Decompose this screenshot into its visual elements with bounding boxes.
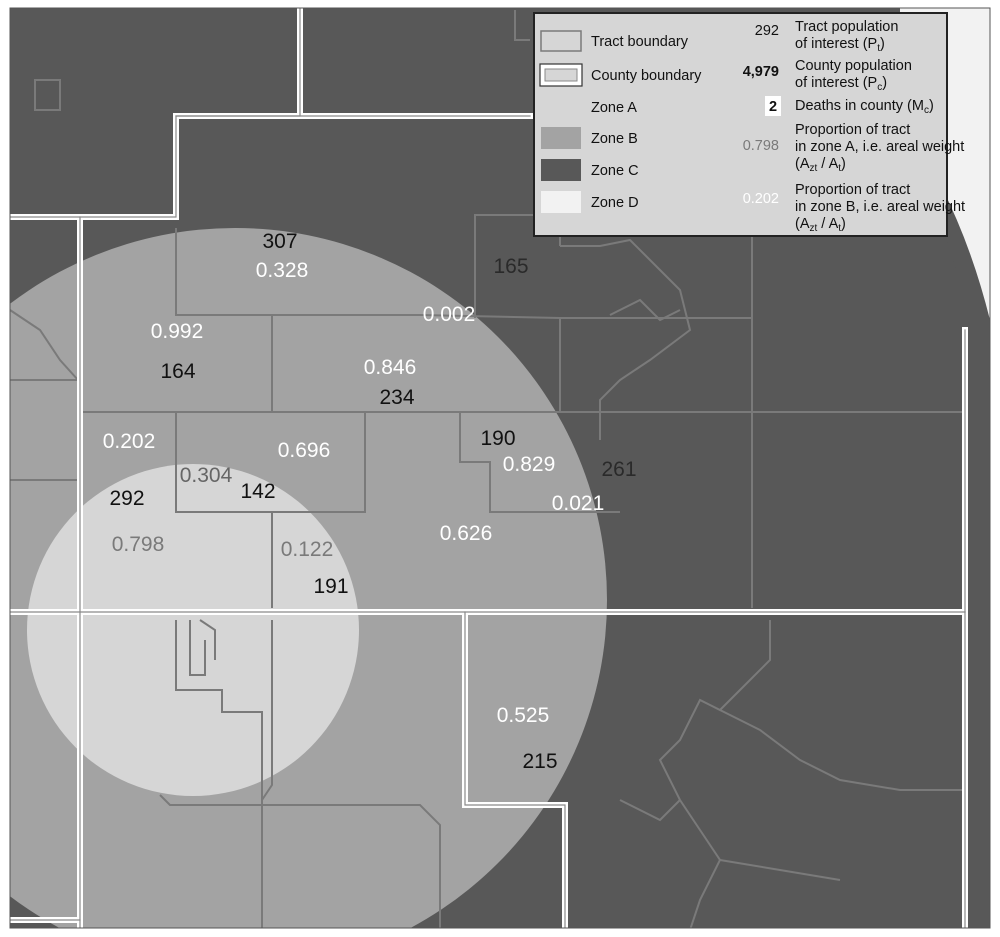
map-label: 0.525 bbox=[497, 704, 550, 727]
legend-value-prop-b: 0.202 bbox=[743, 191, 779, 207]
map-label: 0.626 bbox=[440, 522, 493, 545]
legend-label-prop-b-2: in zone B, i.e. areal weight bbox=[795, 199, 965, 215]
map-label: 0.122 bbox=[281, 538, 334, 561]
legend-label-zone-b: Zone B bbox=[591, 131, 638, 147]
map-label: 0.696 bbox=[278, 439, 331, 462]
legend-box bbox=[533, 12, 948, 237]
map-label: 261 bbox=[601, 458, 636, 481]
legend-swatch-tract bbox=[540, 30, 582, 52]
map-label: 190 bbox=[480, 427, 515, 450]
map-label: 0.328 bbox=[256, 259, 309, 282]
legend-label-tract-pop-2: of interest (Pt) bbox=[795, 36, 885, 54]
map-label: 0.992 bbox=[151, 320, 204, 343]
legend-label-prop-a-3: (Azt / At) bbox=[795, 156, 846, 174]
map-label: 0.798 bbox=[112, 533, 165, 556]
legend-label-county-pop-2: of interest (Pc) bbox=[795, 75, 887, 93]
legend-label-tract: Tract boundary bbox=[591, 34, 689, 50]
map-label: 191 bbox=[313, 575, 348, 598]
zone-a-area bbox=[27, 464, 359, 796]
legend-swatch-zone-c bbox=[541, 159, 581, 181]
tract-boundaries bbox=[10, 10, 965, 928]
legend-label-zone-c: Zone C bbox=[591, 163, 639, 179]
county-boundaries bbox=[10, 8, 968, 928]
map-label: 307 bbox=[262, 230, 297, 253]
legend-swatch-county-inner bbox=[544, 68, 578, 82]
legend-swatch-zone-a bbox=[541, 97, 581, 119]
map-labels: 307 0.328 165 0.992 0.002 164 0.846 234 … bbox=[103, 230, 637, 773]
map-label: 292 bbox=[109, 487, 144, 510]
legend-label-county: County boundary bbox=[591, 68, 702, 84]
map-label: 165 bbox=[493, 255, 528, 278]
map-label: 215 bbox=[522, 750, 557, 773]
legend-swatch-zone-b bbox=[541, 127, 581, 149]
legend-label-prop-b-1: Proportion of tract bbox=[795, 182, 910, 198]
map-label: 164 bbox=[160, 360, 195, 383]
legend-label-prop-a-1: Proportion of tract bbox=[795, 122, 910, 138]
map-label: 234 bbox=[379, 386, 414, 409]
legend-value-prop-a: 0.798 bbox=[743, 138, 779, 154]
legend-label-county-pop-1: County population bbox=[795, 58, 912, 74]
legend-label-tract-pop-1: Tract population bbox=[795, 19, 898, 35]
legend-value-deaths: 2 bbox=[769, 99, 777, 115]
legend-value-county-pop: 4,979 bbox=[743, 64, 779, 80]
map-label: 0.829 bbox=[503, 453, 556, 476]
map-label: 142 bbox=[240, 480, 275, 503]
map-frame bbox=[9, 7, 991, 929]
legend: Tract boundary County boundary Zone A Zo… bbox=[533, 12, 965, 237]
legend-label-prop-b-3: (Azt / At) bbox=[795, 216, 846, 234]
legend-label-zone-d: Zone D bbox=[591, 195, 639, 211]
map-label: 0.002 bbox=[423, 303, 476, 326]
legend-label-zone-a: Zone A bbox=[591, 100, 637, 116]
map-label: 0.021 bbox=[552, 492, 605, 515]
map-label: 0.846 bbox=[364, 356, 417, 379]
legend-value-tract-pop: 292 bbox=[755, 23, 779, 39]
map-label: 0.202 bbox=[103, 430, 156, 453]
legend-deaths-box bbox=[765, 96, 781, 116]
legend-label-prop-a-2: in zone A, i.e. areal weight bbox=[795, 139, 964, 155]
legend-swatch-zone-d bbox=[541, 191, 581, 213]
map-label: 0.304 bbox=[180, 464, 233, 487]
legend-label-deaths: Deaths in county (Mc) bbox=[795, 98, 934, 116]
